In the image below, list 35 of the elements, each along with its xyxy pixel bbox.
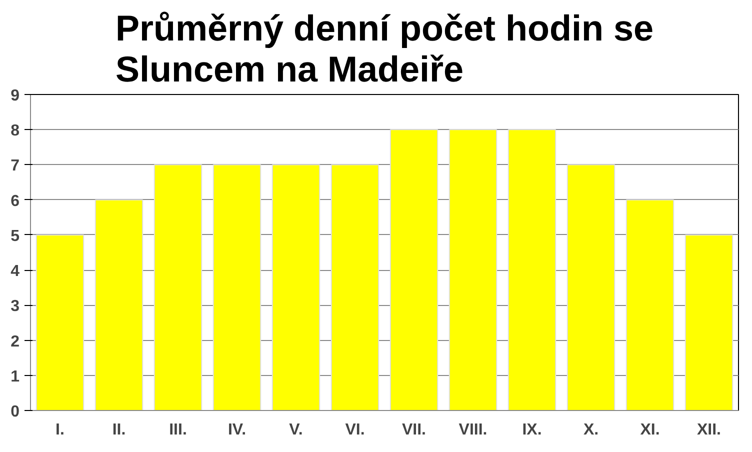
- x-tick-label: XII.: [696, 422, 722, 438]
- bar: [566, 164, 616, 410]
- y-tick-label: 6: [10, 192, 20, 210]
- x-tick-label: X.: [583, 422, 599, 438]
- x-tick-label: XI.: [640, 422, 660, 438]
- y-tick-label: 4: [10, 263, 20, 280]
- x-tick-label: VII.: [402, 422, 426, 438]
- y-tick-label: 5: [10, 228, 20, 245]
- bar: [390, 129, 438, 410]
- bar: [626, 199, 674, 410]
- x-tick-label: II.: [112, 422, 126, 438]
- y-tick-label: 2: [10, 333, 20, 350]
- bar: [684, 234, 734, 410]
- x-tick-label: III.: [169, 422, 187, 438]
- bar: [272, 164, 320, 410]
- bar: [448, 129, 498, 410]
- x-tick-label: IX.: [522, 422, 542, 438]
- bar: [36, 234, 84, 410]
- y-tick-label: 7: [10, 158, 20, 175]
- bar: [212, 164, 262, 410]
- y-tick-label: 9: [10, 88, 20, 104]
- x-tick-label: I.: [56, 422, 64, 438]
- y-tick-label: 1: [10, 368, 20, 386]
- y-tick-label: 0: [10, 404, 20, 420]
- y-tick-label: 3: [10, 298, 20, 316]
- x-tick-label: V.: [289, 422, 303, 438]
- x-tick-label: VIII.: [458, 422, 488, 438]
- bar: [154, 164, 202, 410]
- bar: [508, 129, 556, 410]
- x-tick-label: IV.: [228, 422, 246, 438]
- x-tick-label: VI.: [345, 422, 365, 438]
- bar: [94, 199, 144, 410]
- chart-title: Průměrný denní počet hodin se Sluncem na Madeiře: [115, 8, 654, 90]
- bar: [330, 164, 380, 410]
- y-tick-label: 8: [10, 122, 20, 140]
